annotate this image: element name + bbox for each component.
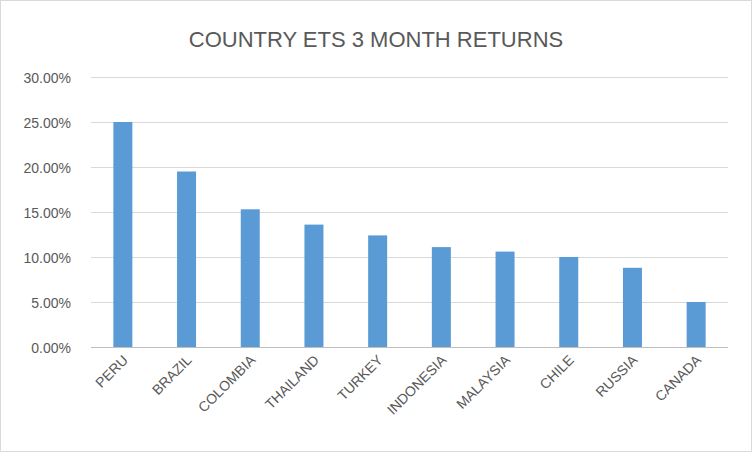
bar bbox=[177, 172, 196, 348]
x-tick-label: TURKEY bbox=[334, 351, 386, 403]
bar bbox=[496, 252, 515, 347]
bar bbox=[304, 225, 323, 347]
bar bbox=[623, 268, 642, 347]
chart-svg: COUNTRY ETS 3 MONTH RETURNS 0.00% 5.00% 10.… bbox=[0, 0, 752, 452]
x-tick-label: BRAZIL bbox=[149, 352, 195, 398]
x-tick-label: PERU bbox=[92, 352, 131, 391]
x-tick-label: RUSSIA bbox=[592, 351, 641, 400]
y-tick-label: 25.00% bbox=[24, 115, 71, 131]
y-tick-label: 0.00% bbox=[31, 340, 71, 356]
bar bbox=[559, 257, 578, 347]
y-tick-label: 10.00% bbox=[24, 250, 71, 266]
y-tick-label: 5.00% bbox=[31, 295, 71, 311]
y-tick-label: 20.00% bbox=[24, 160, 71, 176]
grid-line bbox=[91, 167, 728, 168]
chart-border bbox=[1, 1, 752, 452]
bar bbox=[241, 209, 260, 347]
x-tick-label: CANADA bbox=[652, 351, 705, 404]
grid-line bbox=[91, 77, 728, 78]
bar bbox=[432, 247, 451, 347]
bar bbox=[368, 235, 387, 347]
x-axis-line bbox=[91, 347, 728, 348]
y-tick-label: 30.00% bbox=[24, 70, 71, 86]
chart-title: COUNTRY ETS 3 MONTH RETURNS bbox=[189, 27, 563, 52]
y-tick-label: 15.00% bbox=[24, 205, 71, 221]
bar bbox=[687, 302, 706, 347]
grid-line bbox=[91, 122, 728, 123]
x-tick-label: THAILAND bbox=[262, 352, 322, 412]
chart-container: COUNTRY ETS 3 MONTH RETURNS 0.00% 5.00% 10.… bbox=[0, 0, 752, 452]
bars bbox=[113, 122, 705, 347]
x-tick-label: COLOMBIA bbox=[195, 351, 259, 415]
x-tick-label: CHILE bbox=[536, 352, 576, 392]
x-tick-label: MALAYSIA bbox=[453, 351, 514, 412]
bar bbox=[113, 122, 132, 347]
page: {"chart_data": {"type": "bar", "title": … bbox=[0, 0, 752, 452]
x-tick-label: INDONESIA bbox=[384, 351, 450, 417]
